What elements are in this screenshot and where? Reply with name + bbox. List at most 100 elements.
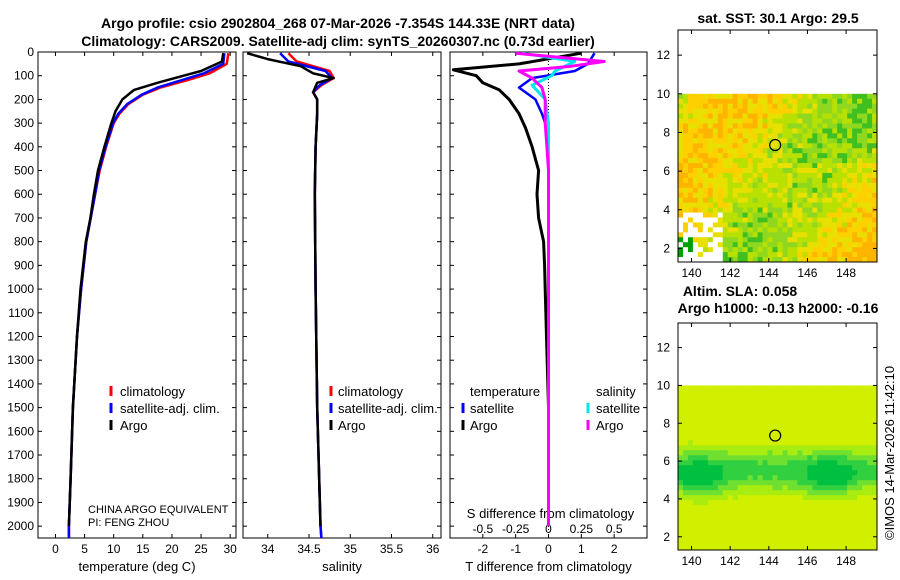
map-cell <box>732 133 739 139</box>
map-cell <box>872 415 878 421</box>
map-cell <box>777 192 783 199</box>
map-cell <box>687 430 694 436</box>
map-cell <box>747 435 754 441</box>
map-cell <box>822 540 828 546</box>
map-cell <box>847 133 853 139</box>
map-cell <box>737 168 744 174</box>
map-cell <box>792 93 798 100</box>
map-cell <box>697 153 704 159</box>
map-cell <box>687 182 694 189</box>
map-cell <box>752 455 759 461</box>
map-cell <box>777 405 783 411</box>
series-line-argo <box>67 53 225 527</box>
map-cell <box>742 520 749 526</box>
map-cell <box>802 237 808 243</box>
map-cell <box>787 128 793 134</box>
x-tick-label: 148 <box>836 266 856 280</box>
map-cell <box>847 212 853 218</box>
map-cell <box>737 385 744 391</box>
map-cell <box>707 525 714 531</box>
map-cell <box>812 530 818 536</box>
map-cell <box>807 400 813 406</box>
map-cell <box>762 118 768 124</box>
map-cell <box>747 123 754 129</box>
x-tick-label: 2 <box>611 542 618 556</box>
map-cell <box>777 425 783 431</box>
map-cell <box>742 540 749 546</box>
map-cell <box>812 217 818 223</box>
map-cell <box>757 420 763 426</box>
map-cell <box>822 252 828 258</box>
map-cell <box>702 207 709 213</box>
map-cell <box>817 227 823 233</box>
map-cell <box>697 455 704 461</box>
map-cell <box>857 118 863 124</box>
map-cell <box>847 103 853 110</box>
map-cell <box>772 163 778 169</box>
map-cell <box>837 153 843 159</box>
map-cell <box>857 108 863 114</box>
map-cell <box>752 495 759 501</box>
map-cell <box>842 192 848 199</box>
map-cell <box>702 520 709 526</box>
map-cell <box>702 168 709 174</box>
map-cell <box>702 118 709 124</box>
map-cell <box>682 485 689 491</box>
map-cell <box>807 455 813 461</box>
map-cell <box>697 242 704 248</box>
map-cell <box>872 455 878 461</box>
map-cell <box>712 192 719 199</box>
map-cell <box>807 435 813 441</box>
map-cell <box>757 410 763 416</box>
map-cell <box>692 490 699 496</box>
map-cell <box>678 182 684 189</box>
map-cell <box>727 237 734 243</box>
map-cell <box>678 525 684 531</box>
map-cell <box>772 143 778 149</box>
map-cell <box>802 232 808 238</box>
map-cell <box>792 153 798 159</box>
map-cell <box>832 202 838 208</box>
map-cell <box>697 460 704 466</box>
map-cell <box>777 490 783 496</box>
top-tick-label: -0.5 <box>472 522 493 536</box>
map-cell <box>802 197 808 204</box>
map-cell <box>807 118 813 124</box>
map-cell <box>727 138 734 144</box>
map-cell <box>742 455 749 461</box>
map-cell <box>847 420 853 426</box>
map-cell <box>832 485 838 491</box>
map-cell <box>742 98 749 105</box>
map-cell <box>742 108 749 114</box>
map-cell <box>827 103 833 110</box>
map-cell <box>787 252 793 258</box>
map-cell <box>697 177 704 184</box>
map-cell <box>678 252 684 258</box>
map-cell <box>742 177 749 184</box>
map-cell <box>862 435 868 441</box>
map-cell <box>767 455 773 461</box>
map-cell <box>847 485 853 491</box>
map-cell <box>732 400 739 406</box>
map-cell <box>707 465 714 471</box>
map-cell <box>717 495 724 501</box>
map-cell <box>747 475 754 481</box>
map-cell <box>797 405 803 411</box>
map-cell <box>832 420 838 426</box>
map-cell <box>867 98 873 105</box>
map-cell <box>762 113 768 119</box>
map-cell <box>707 530 714 536</box>
map-cell <box>767 450 773 456</box>
map-cell <box>872 520 878 526</box>
map-cell <box>757 237 763 243</box>
map-cell <box>807 158 813 164</box>
map-cell <box>867 465 873 471</box>
map-cell <box>852 495 858 501</box>
map-cell <box>717 445 724 451</box>
map-cell <box>847 202 853 208</box>
map-cell <box>732 143 739 149</box>
map-cell <box>862 430 868 436</box>
map-cell <box>727 435 734 441</box>
map-cell <box>847 470 853 476</box>
map-cell <box>752 400 759 406</box>
